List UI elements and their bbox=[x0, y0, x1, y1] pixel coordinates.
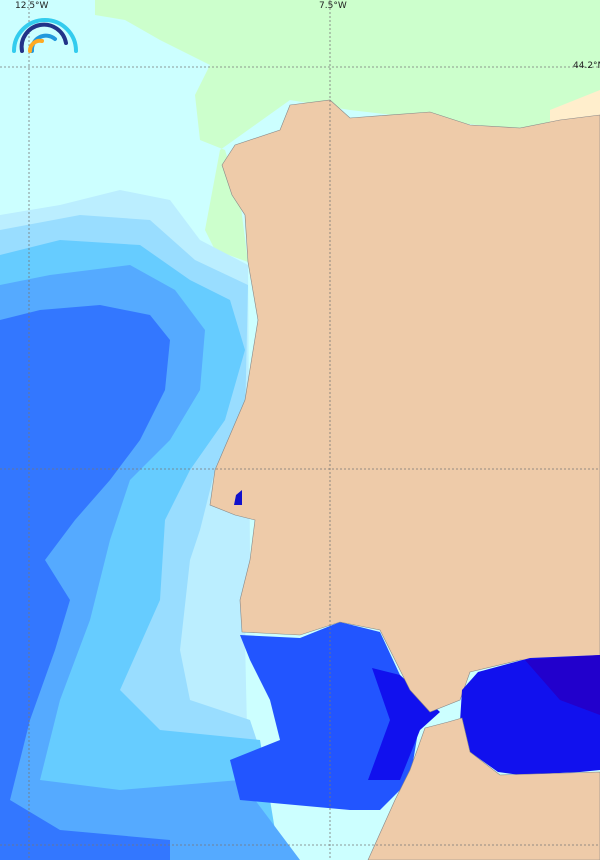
iberia-land bbox=[209, 99, 600, 713]
lon-label-left: 12.5°W bbox=[15, 1, 49, 11]
mediterranean-dark bbox=[525, 655, 600, 715]
deep-blue-zone bbox=[0, 305, 170, 860]
lon-label-mid: 7.5°W bbox=[319, 1, 347, 11]
africa-land bbox=[367, 717, 600, 860]
coastal-green-zone bbox=[95, 0, 600, 262]
tagus-estuary bbox=[234, 490, 242, 505]
lat-label-top: 44.2°N bbox=[573, 61, 600, 71]
rainbow-arcs-logo-icon bbox=[12, 18, 78, 53]
